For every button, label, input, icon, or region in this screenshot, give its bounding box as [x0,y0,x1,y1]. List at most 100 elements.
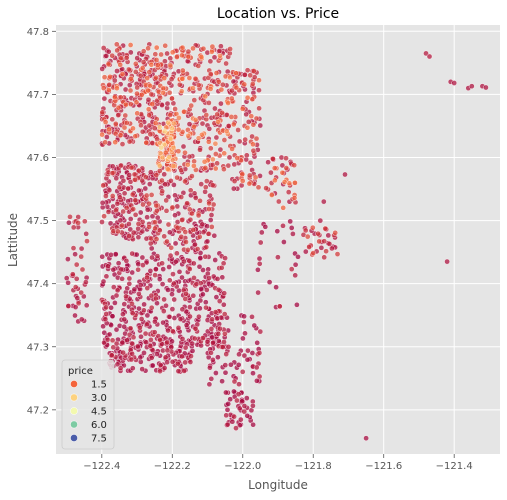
y-axis-label: Lattitude [6,213,20,267]
data-point [177,316,184,322]
data-point [125,185,131,192]
data-point [171,296,177,303]
data-point [274,228,281,234]
data-point [126,221,132,227]
data-point [148,292,155,299]
data-point [239,398,245,405]
data-point [208,375,215,382]
data-point [229,418,236,425]
data-point [169,49,176,56]
data-point [182,344,189,351]
data-point [143,339,149,346]
data-point [169,358,176,365]
data-point [115,228,121,235]
data-point [167,55,174,62]
data-point [279,162,286,169]
data-point [228,95,235,102]
data-point [81,293,87,300]
data-point [169,306,176,312]
data-point [275,254,281,261]
data-point [113,326,120,333]
data-point [206,381,213,388]
data-point [74,295,81,301]
y-tick-label: 47.5 [27,216,49,227]
data-point [121,323,127,330]
data-point [124,337,130,344]
data-point [72,251,78,257]
data-point [317,217,324,224]
data-point [256,105,262,112]
data-point [114,361,121,368]
data-point [426,53,433,60]
data-point [202,299,209,306]
data-point [185,133,191,139]
data-point [200,335,206,341]
data-point [146,112,152,118]
data-point [262,223,269,230]
data-point [105,209,112,215]
data-point [100,182,106,189]
data-point [290,231,296,237]
data-point [112,300,118,306]
data-point [186,206,193,213]
data-point [304,233,311,240]
data-point [191,275,197,281]
data-point [214,160,220,167]
y-tick-label: 47.4 [27,279,49,290]
data-point [256,350,263,356]
data-point [244,356,251,363]
data-point [196,313,202,320]
data-point [172,240,179,247]
data-point [235,361,242,368]
data-point [144,321,150,328]
data-point [230,185,237,192]
data-point [322,225,329,232]
data-point [292,272,299,279]
data-point [127,226,134,233]
data-point [148,354,155,361]
data-point [149,213,156,220]
data-point [248,113,255,119]
data-point [179,353,185,360]
data-point [172,212,178,218]
data-point [185,53,191,60]
data-point [127,325,134,332]
data-point [109,116,116,123]
data-point [230,121,237,128]
data-point [208,212,215,218]
x-tick-label: −121.6 [365,461,402,472]
data-point [252,174,259,181]
data-point [268,169,274,176]
data-point [145,87,151,94]
data-point [281,239,287,245]
data-point [483,84,489,91]
data-point [135,221,142,227]
data-point [127,42,134,48]
data-point [254,339,261,346]
data-point [119,222,125,229]
data-point [200,291,206,298]
data-point [107,74,113,80]
data-point [233,70,239,76]
data-point [114,41,120,48]
data-point [145,96,152,103]
data-point [112,130,119,137]
data-point [250,121,257,128]
data-point [115,104,122,111]
data-point [318,244,325,251]
data-point [203,112,210,118]
data-point [187,216,194,223]
data-point [268,192,275,198]
data-point [342,171,348,178]
data-point [179,217,185,223]
data-point [225,401,231,407]
data-point [129,191,136,198]
data-point [109,163,116,170]
data-point [221,137,228,143]
data-point [175,126,182,133]
data-point [120,349,126,356]
data-point [126,275,133,282]
x-axis-ticks: −122.4 −122.2 −122.0 −121.8 −121.6 −121.4 [83,454,473,472]
data-point [265,159,271,165]
data-point [79,266,86,273]
